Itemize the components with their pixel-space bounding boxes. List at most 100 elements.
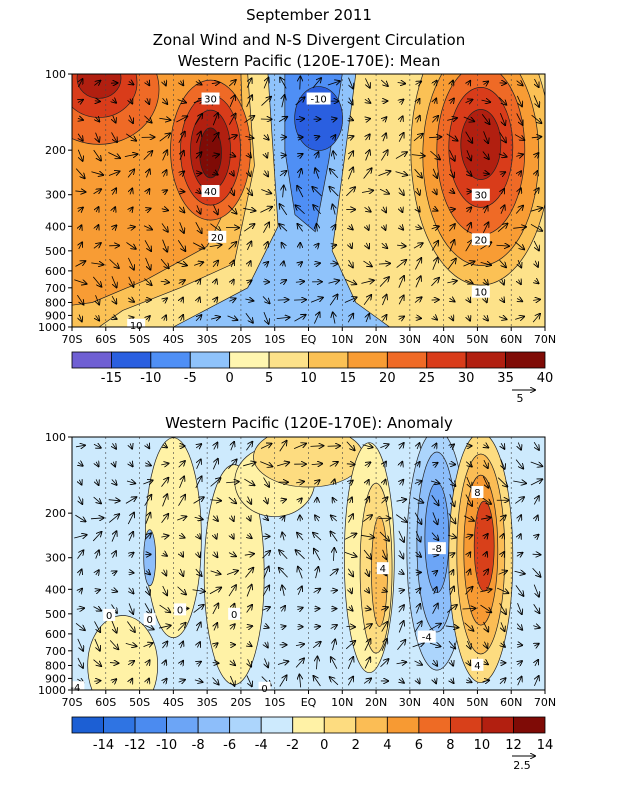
mean-colorbar-label-3: 0 <box>226 371 234 386</box>
anomaly-colorbar-label-10: 6 <box>415 738 423 753</box>
anomaly-colorbar-bin-12 <box>450 717 482 733</box>
anomaly-cool-3 <box>425 483 449 593</box>
mean-colorbar-label-8: 25 <box>418 371 435 386</box>
mean-subtropical-jet-4 <box>200 128 222 178</box>
mean-y-tick-label-200: 200 <box>45 144 66 157</box>
anomaly-contour-label-0: 8 <box>474 488 480 499</box>
mean-colorbar-bin-6 <box>309 352 348 368</box>
anomaly-y-tick-label-300: 300 <box>45 552 66 565</box>
mean-y-tick-label-500: 500 <box>45 245 66 258</box>
mean-vector-180 <box>278 300 289 301</box>
mean-colorbar-bin-8 <box>387 352 426 368</box>
anomaly-y-tick-label-200: 200 <box>45 507 66 520</box>
anomaly-y-tick-label-400: 400 <box>45 583 66 596</box>
anomaly-x-tick-label-50N: 50N <box>466 696 488 709</box>
mean-x-tick-label-20S: 20S <box>230 333 251 346</box>
mean-x-tick-label-30S: 30S <box>197 333 218 346</box>
mean-colorbar-bin-2 <box>151 352 190 368</box>
mean-colorbar-label-9: 30 <box>458 371 475 386</box>
anomaly-x-tick-label-40S: 40S <box>163 696 184 709</box>
mean-x-tick-label-60S: 60S <box>95 333 116 346</box>
mean-x-tick-label-70N: 70N <box>534 333 556 346</box>
anomaly-colorbar-label-12: 10 <box>474 738 491 753</box>
page-title: September 2011 <box>246 6 372 24</box>
anomaly-contour-label-3: 0 <box>106 611 112 622</box>
mean-y-tick-label-700: 700 <box>45 282 66 295</box>
mean-colorbar-label-6: 15 <box>340 371 357 386</box>
anomaly-x-tick-label-10S: 10S <box>264 696 285 709</box>
mean-vector-reference-label: 5 <box>517 392 524 405</box>
mean-vector-194 <box>294 300 306 301</box>
mean-x-tick-label-50S: 50S <box>129 333 150 346</box>
anomaly-x-tick-label-60N: 60N <box>500 696 522 709</box>
anomaly-colorbar-label-7: 0 <box>320 738 328 753</box>
anomaly-colorbar-label-9: 4 <box>383 738 391 753</box>
anomaly-contour-label-6: 0 <box>147 615 153 626</box>
mean-colorbar-label-5: 10 <box>300 371 317 386</box>
anomaly-colorbar-bin-5 <box>230 717 262 733</box>
mean-colorbar-bin-3 <box>190 352 229 368</box>
anomaly-colorbar-bin-7 <box>293 717 325 733</box>
anomaly-y-tick-label-500: 500 <box>45 608 66 621</box>
anomaly-contour-label-5: 0 <box>231 610 237 621</box>
mean-x-tick-label-40N: 40N <box>433 333 455 346</box>
anomaly-x-tick-label-70N: 70N <box>534 696 556 709</box>
anomaly-x-tick-label-40N: 40N <box>433 696 455 709</box>
anomaly-y-tick-label-600: 600 <box>45 628 66 641</box>
anomaly-colorbar-bin-6 <box>261 717 293 733</box>
mean-x-tick-label-50N: 50N <box>466 333 488 346</box>
anomaly-x-tick-label-20S: 20S <box>230 696 251 709</box>
mean-y-tick-label-300: 300 <box>45 189 66 202</box>
anomaly-x-tick-label-30S: 30S <box>197 696 218 709</box>
anomaly-colorbar-label-3: -8 <box>192 738 205 753</box>
mean-colorbar-bin-1 <box>111 352 150 368</box>
anomaly-colorbar-bin-9 <box>356 717 388 733</box>
mean-colorbar-label-10: 35 <box>497 371 514 386</box>
anomaly-colorbar-label-4: -6 <box>223 738 236 753</box>
mean-northern-jet-5 <box>461 110 501 180</box>
mean-colorbar-bin-10 <box>466 352 505 368</box>
mean-colorbar-bin-9 <box>427 352 466 368</box>
anomaly-vector-384 <box>533 554 541 555</box>
mean-colorbar-label-1: -10 <box>140 371 161 386</box>
anomaly-contour-label-4: 0 <box>177 605 183 616</box>
mean-x-tick-label-10S: 10S <box>264 333 285 346</box>
mean-x-tick-label-40S: 40S <box>163 333 184 346</box>
chart-subtitle-mean: Western Pacific (120E-170E): Mean <box>178 52 441 70</box>
anomaly-colorbar-label-6: -2 <box>286 738 299 753</box>
mean-contour-label-0: 30 <box>204 95 217 106</box>
anomaly-colorbar-bin-10 <box>387 717 419 733</box>
mean-vector-172 <box>281 155 286 156</box>
mean-colorbar-bin-4 <box>230 352 269 368</box>
anomaly-vector-reference-label: 2.5 <box>513 759 531 772</box>
mean-contour-label-7: 10 <box>130 321 143 332</box>
anomaly-colorbar-bin-13 <box>482 717 514 733</box>
anomaly-y-tick-label-800: 800 <box>45 659 66 672</box>
anomaly-colorbar-label-5: -4 <box>255 738 268 753</box>
mean-y-tick-label-800: 800 <box>45 296 66 309</box>
anomaly-colorbar-bin-1 <box>104 717 136 733</box>
anomaly-colorbar-label-2: -10 <box>156 738 177 753</box>
mean-colorbar-label-0: -15 <box>101 371 122 386</box>
anomaly-y-tick-label-100: 100 <box>45 431 66 444</box>
mean-colorbar-bin-11 <box>506 352 545 368</box>
mean-colorbar-bin-0 <box>72 352 111 368</box>
mean-contour-label-5: 20 <box>474 235 487 246</box>
anomaly-contour-label-9: 0 <box>261 684 267 695</box>
mean-x-tick-label-EQ: EQ <box>301 333 317 346</box>
anomaly-x-tick-label-EQ: EQ <box>301 696 317 709</box>
anomaly-colorbar-bin-8 <box>324 717 356 733</box>
mean-colorbar-label-2: -5 <box>184 371 197 386</box>
mean-x-tick-label-30N: 30N <box>399 333 421 346</box>
mean-colorbar-label-4: 5 <box>265 371 273 386</box>
anomaly-x-tick-label-20N: 20N <box>365 696 387 709</box>
mean-x-tick-label-10N: 10N <box>331 333 353 346</box>
anomaly-colorbar-bin-4 <box>198 717 230 733</box>
